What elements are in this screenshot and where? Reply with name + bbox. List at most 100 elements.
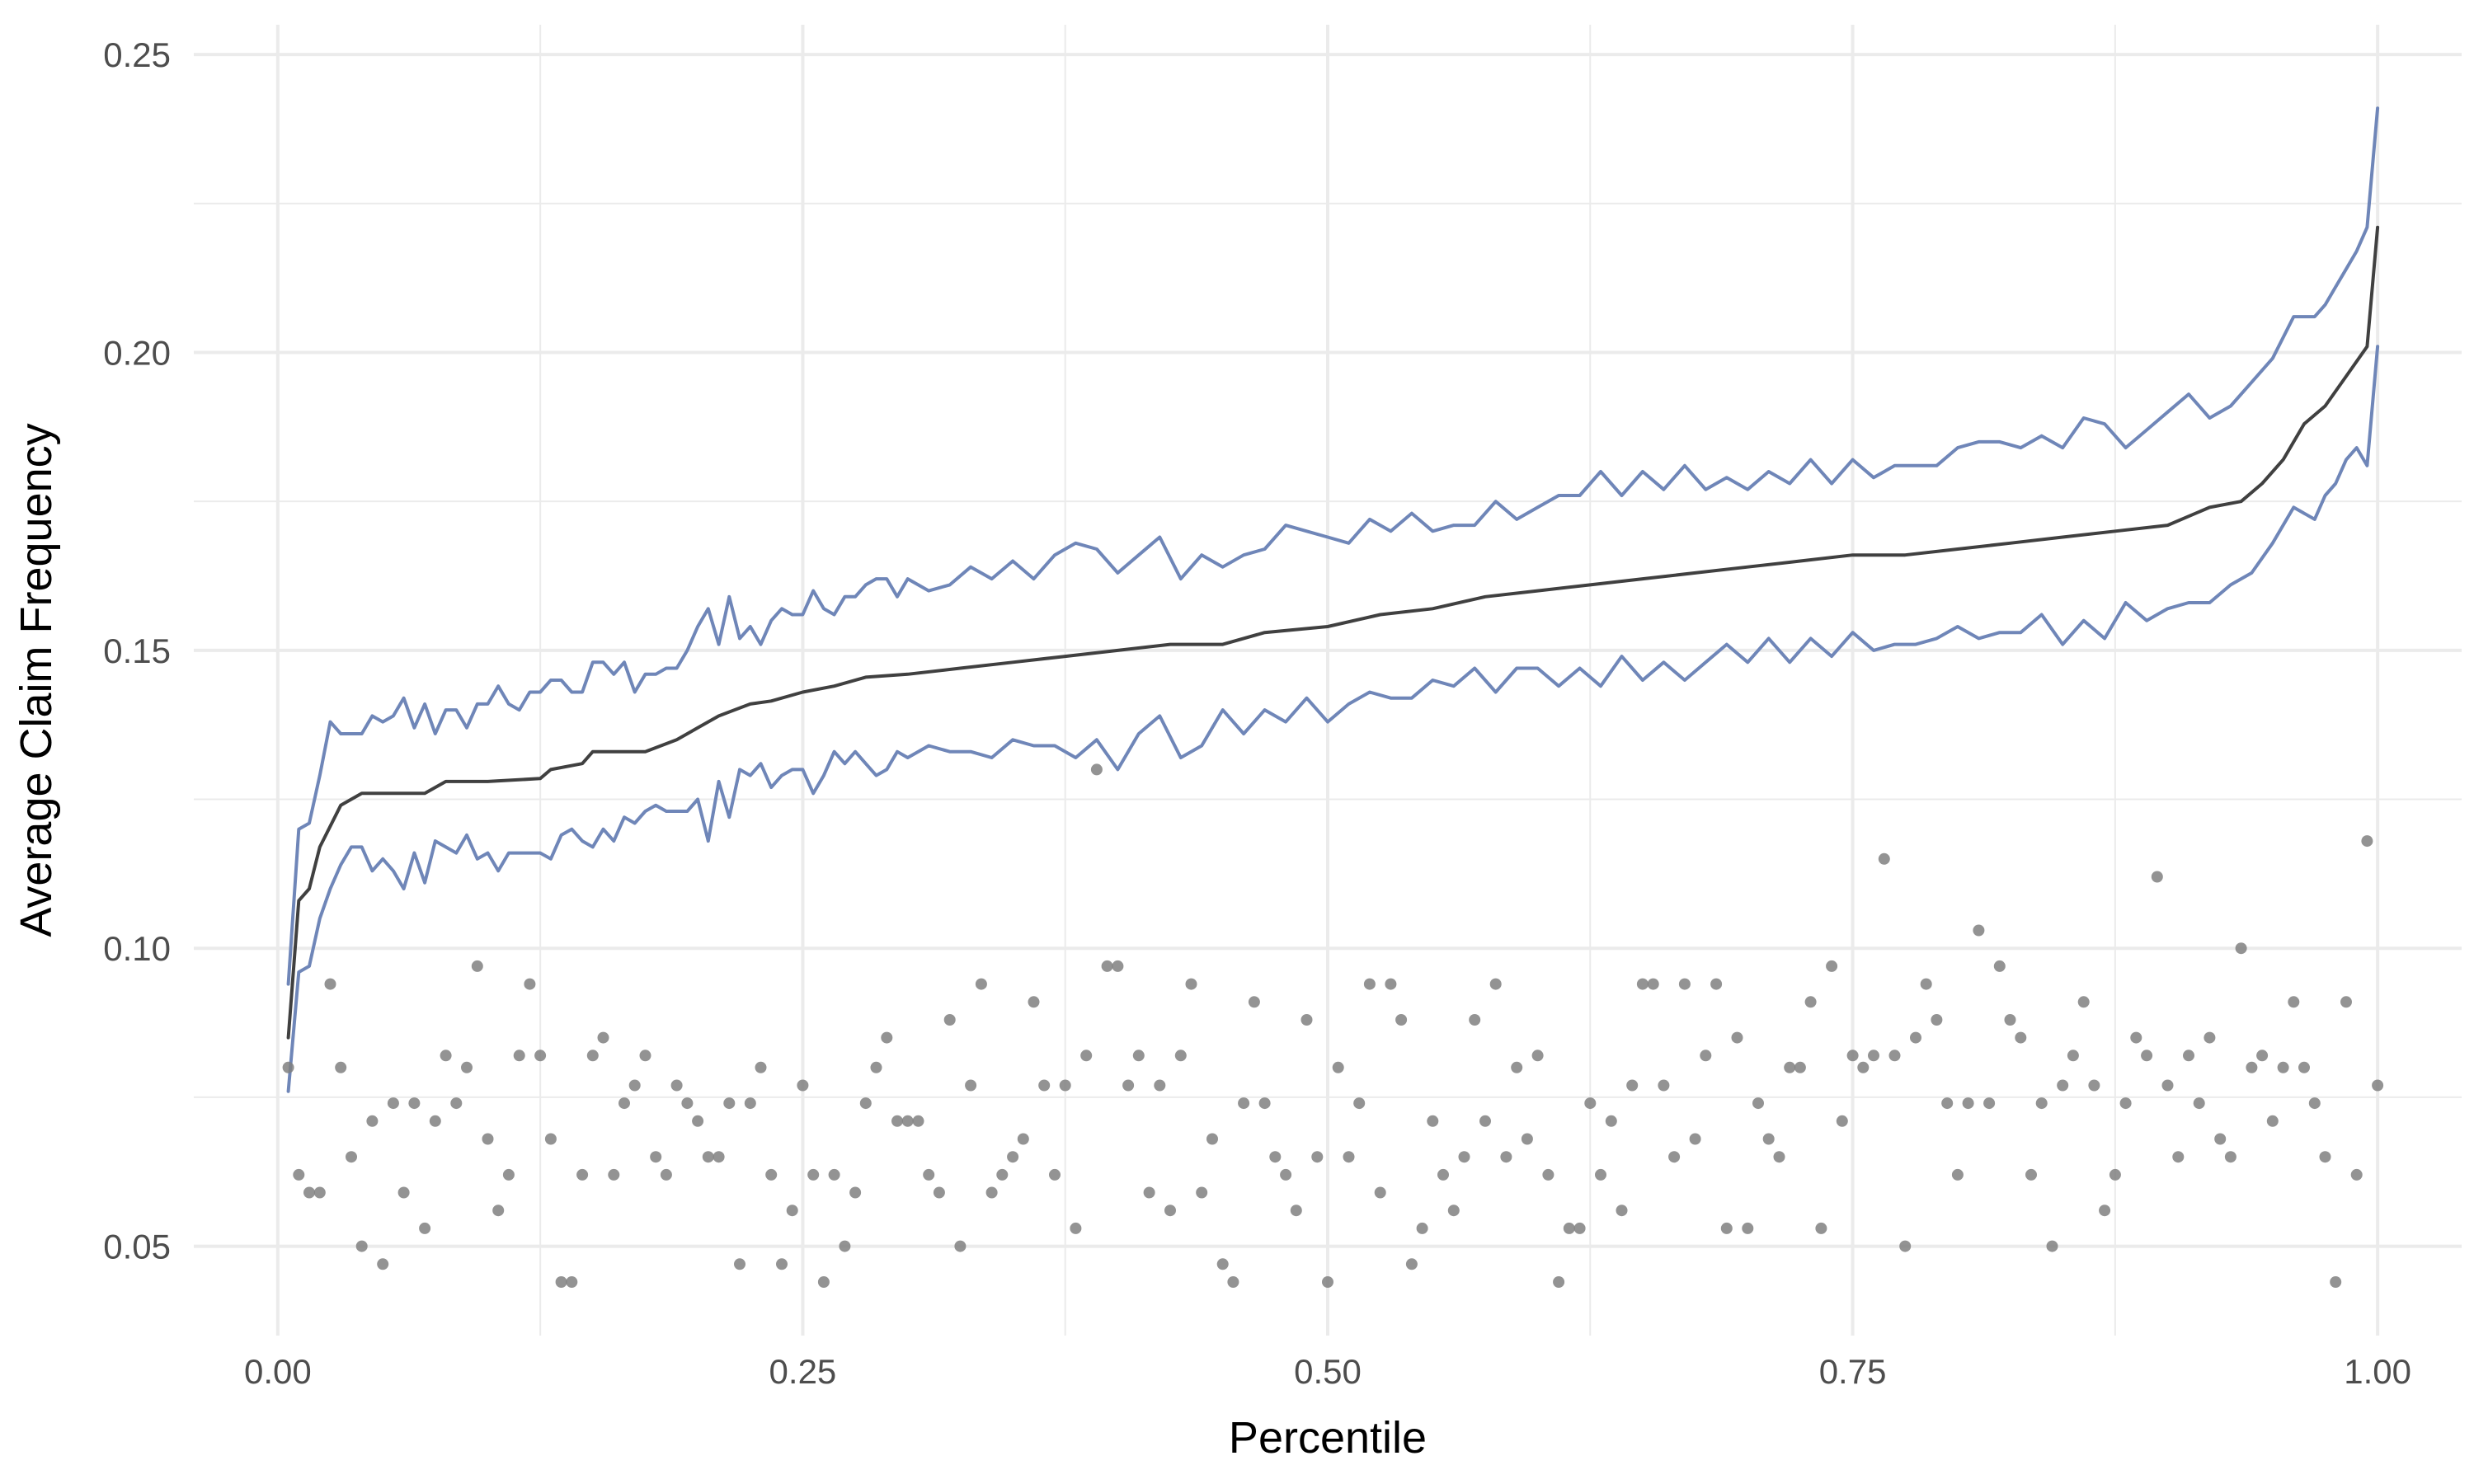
observed-point xyxy=(1059,1079,1071,1092)
observed-point xyxy=(408,1097,421,1110)
observed-point xyxy=(1710,978,1723,990)
upper-bound-line xyxy=(286,106,2380,986)
observed-point xyxy=(2109,1168,2121,1181)
observed-point xyxy=(1720,1222,1733,1234)
observed-point xyxy=(492,1205,505,1217)
observed-point xyxy=(586,1050,599,1062)
observed-point xyxy=(1427,1115,1439,1127)
observed-point xyxy=(419,1222,431,1234)
observed-point xyxy=(461,1061,473,1073)
observed-point xyxy=(2193,1097,2205,1110)
observed-point xyxy=(1206,1133,1218,1145)
observed-point xyxy=(2350,1168,2363,1181)
observed-point xyxy=(1951,1168,1964,1181)
plot-series xyxy=(286,106,2380,1093)
observed-point xyxy=(1636,978,1649,990)
observed-point xyxy=(923,1168,935,1181)
observed-point xyxy=(1007,1151,1019,1163)
observed-point xyxy=(2035,1097,2048,1110)
y-tick-label: 0.05 xyxy=(103,1228,171,1266)
observed-point xyxy=(366,1115,379,1127)
observed-point xyxy=(723,1097,736,1110)
observed-point xyxy=(1815,1222,1827,1234)
observed-point xyxy=(397,1186,410,1199)
observed-point xyxy=(1762,1133,1775,1145)
observed-point xyxy=(1458,1151,1470,1163)
observed-point xyxy=(1658,1079,1670,1092)
observed-point xyxy=(1542,1168,1554,1181)
observed-point xyxy=(1479,1115,1491,1127)
observed-point xyxy=(1878,852,1890,865)
observed-point xyxy=(555,1276,567,1288)
observed-point xyxy=(1521,1133,1533,1145)
observed-point xyxy=(849,1186,862,1199)
y-tick-label: 0.15 xyxy=(103,632,171,670)
observed-point xyxy=(2088,1079,2100,1092)
observed-point xyxy=(1983,1097,1996,1110)
observed-point xyxy=(828,1168,840,1181)
observed-point xyxy=(2277,1061,2289,1073)
observed-point xyxy=(933,1186,945,1199)
x-tick-label: 0.25 xyxy=(769,1352,837,1391)
observed-point xyxy=(355,1240,368,1252)
observed-point xyxy=(346,1151,357,1163)
observed-point xyxy=(985,1186,998,1199)
observed-point xyxy=(513,1050,525,1062)
observed-point xyxy=(576,1168,589,1181)
observed-point xyxy=(1322,1276,1333,1288)
observed-point xyxy=(335,1061,347,1073)
observed-point xyxy=(1668,1151,1681,1163)
observed-point xyxy=(1931,1014,1943,1026)
observed-point xyxy=(1846,1050,1859,1062)
observed-point xyxy=(1185,978,1197,990)
observed-point xyxy=(1132,1050,1145,1062)
observed-point xyxy=(692,1115,704,1127)
observed-point xyxy=(1553,1276,1565,1288)
observed-point xyxy=(1174,1050,1187,1062)
observed-point xyxy=(2266,1115,2279,1127)
observed-point xyxy=(1941,1097,1954,1110)
observed-point xyxy=(2319,1151,2331,1163)
observed-point xyxy=(1563,1222,1575,1234)
observed-points xyxy=(282,763,2384,1288)
observed-point xyxy=(859,1097,872,1110)
observed-point xyxy=(1857,1061,1870,1073)
observed-point xyxy=(2340,996,2352,1008)
observed-point xyxy=(965,1079,977,1092)
observed-point xyxy=(1689,1133,1701,1145)
observed-point xyxy=(1154,1079,1166,1092)
y-tick-label: 0.20 xyxy=(103,334,171,373)
observed-point xyxy=(765,1168,778,1181)
observed-point xyxy=(891,1115,903,1127)
observed-point xyxy=(1647,978,1659,990)
observed-point xyxy=(1773,1151,1785,1163)
observed-point xyxy=(1248,996,1260,1008)
observed-point xyxy=(324,978,336,990)
observed-point xyxy=(2057,1079,2069,1092)
observed-point xyxy=(1311,1151,1324,1163)
x-tick-label: 0.50 xyxy=(1294,1352,1362,1391)
observed-point xyxy=(2025,1168,2037,1181)
observed-point xyxy=(1028,996,1040,1008)
observed-point xyxy=(1899,1240,1912,1252)
observed-point xyxy=(387,1097,399,1110)
observed-point xyxy=(1447,1205,1460,1217)
observed-point xyxy=(797,1079,809,1092)
observed-point xyxy=(2246,1061,2258,1073)
observed-point xyxy=(2204,1031,2216,1044)
observed-point xyxy=(2308,1097,2321,1110)
observed-point xyxy=(1090,763,1103,776)
observed-point xyxy=(870,1061,882,1073)
observed-point xyxy=(839,1240,851,1252)
observed-point xyxy=(534,1050,547,1062)
observed-point xyxy=(1017,1133,1029,1145)
observed-point xyxy=(1500,1151,1512,1163)
observed-point xyxy=(817,1276,830,1288)
observed-point xyxy=(1888,1050,1901,1062)
observed-point xyxy=(1731,1031,1743,1044)
observed-point xyxy=(2077,996,2090,1008)
observed-point xyxy=(1280,1168,1292,1181)
observed-point xyxy=(471,960,483,972)
observed-point xyxy=(1385,978,1397,990)
